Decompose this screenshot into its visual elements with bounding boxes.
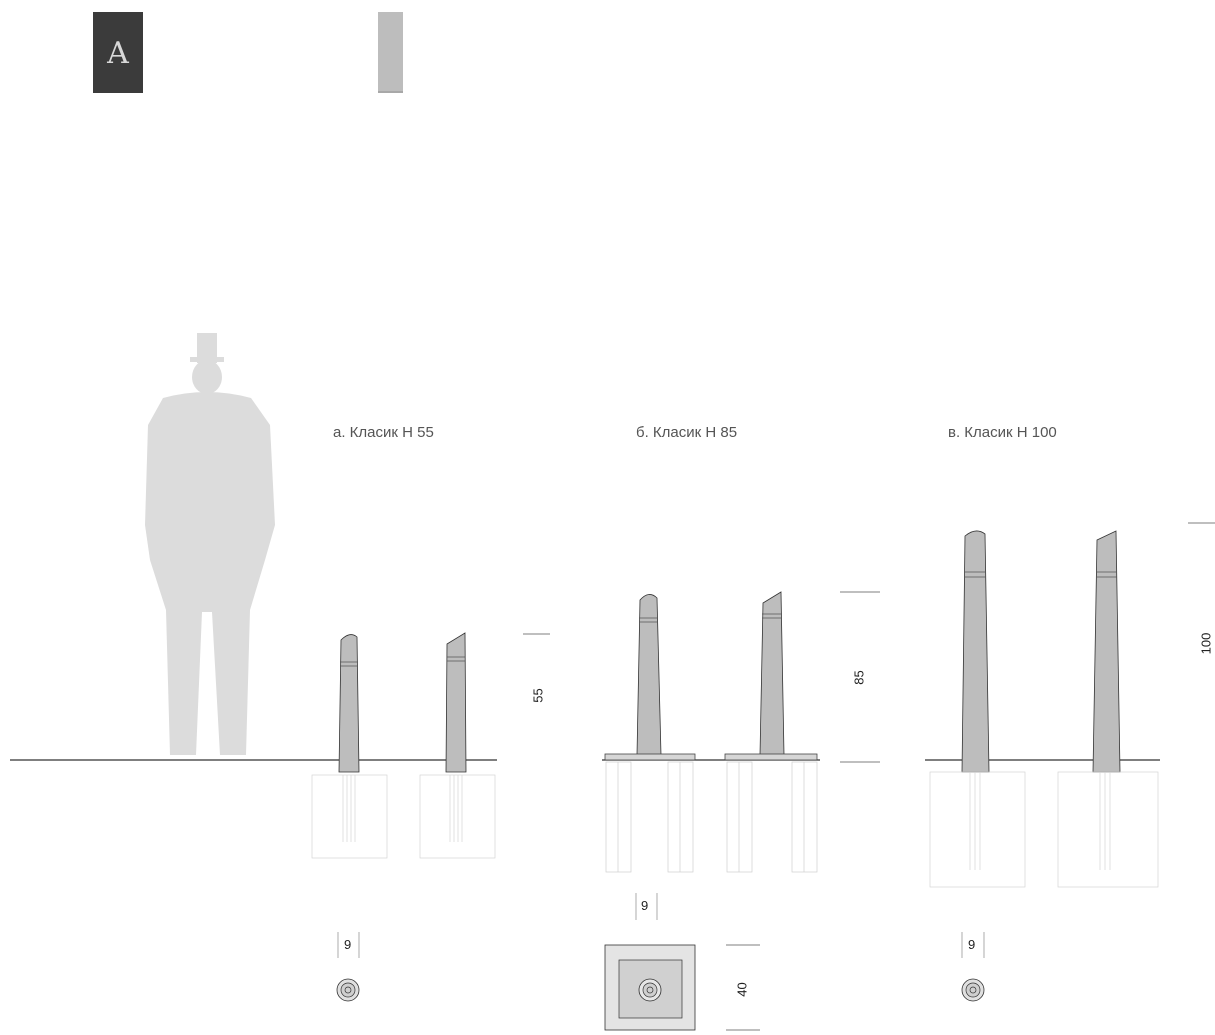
bollard-b-rounded [636, 594, 662, 756]
bollard-b-slanted [759, 591, 785, 756]
base-label-b: 9 [641, 898, 649, 913]
plan-view-b [604, 893, 760, 1031]
caption-variant-b: б. Класик Н 85 [636, 424, 738, 441]
height-label-b: 85 [851, 670, 867, 685]
light-material-swatch [378, 12, 403, 93]
bollard-c-slanted [1092, 530, 1121, 773]
bollard-c-rounded [961, 530, 990, 773]
foundation-c [929, 771, 1159, 888]
base-label-c: 9 [968, 937, 976, 952]
swatch-letter: A [107, 36, 129, 71]
dark-material-swatch: A [93, 12, 143, 93]
bollard-a-rounded [338, 634, 360, 773]
human-silhouette [145, 333, 275, 755]
caption-variant-a: а. Класик Н 55 [333, 424, 434, 441]
base-plates-b [604, 753, 818, 761]
dimension-line-b [840, 591, 880, 763]
silhouette-head [192, 360, 222, 394]
silhouette-hat-brim [190, 357, 224, 362]
anchors-b [605, 761, 818, 873]
height-label-c: 100 [1198, 632, 1214, 655]
height-label-a: 55 [530, 688, 546, 703]
plan-view-a [336, 932, 360, 1002]
foundation-a [311, 774, 496, 859]
plan-view-c [961, 932, 985, 1002]
bollard-a-slanted [445, 632, 467, 773]
caption-variant-c: в. Класик Н 100 [948, 424, 1057, 441]
silhouette-hat [197, 333, 217, 363]
silhouette-body [145, 392, 275, 755]
base-label-a: 9 [344, 937, 352, 952]
plate-label-b: 40 [734, 982, 750, 997]
